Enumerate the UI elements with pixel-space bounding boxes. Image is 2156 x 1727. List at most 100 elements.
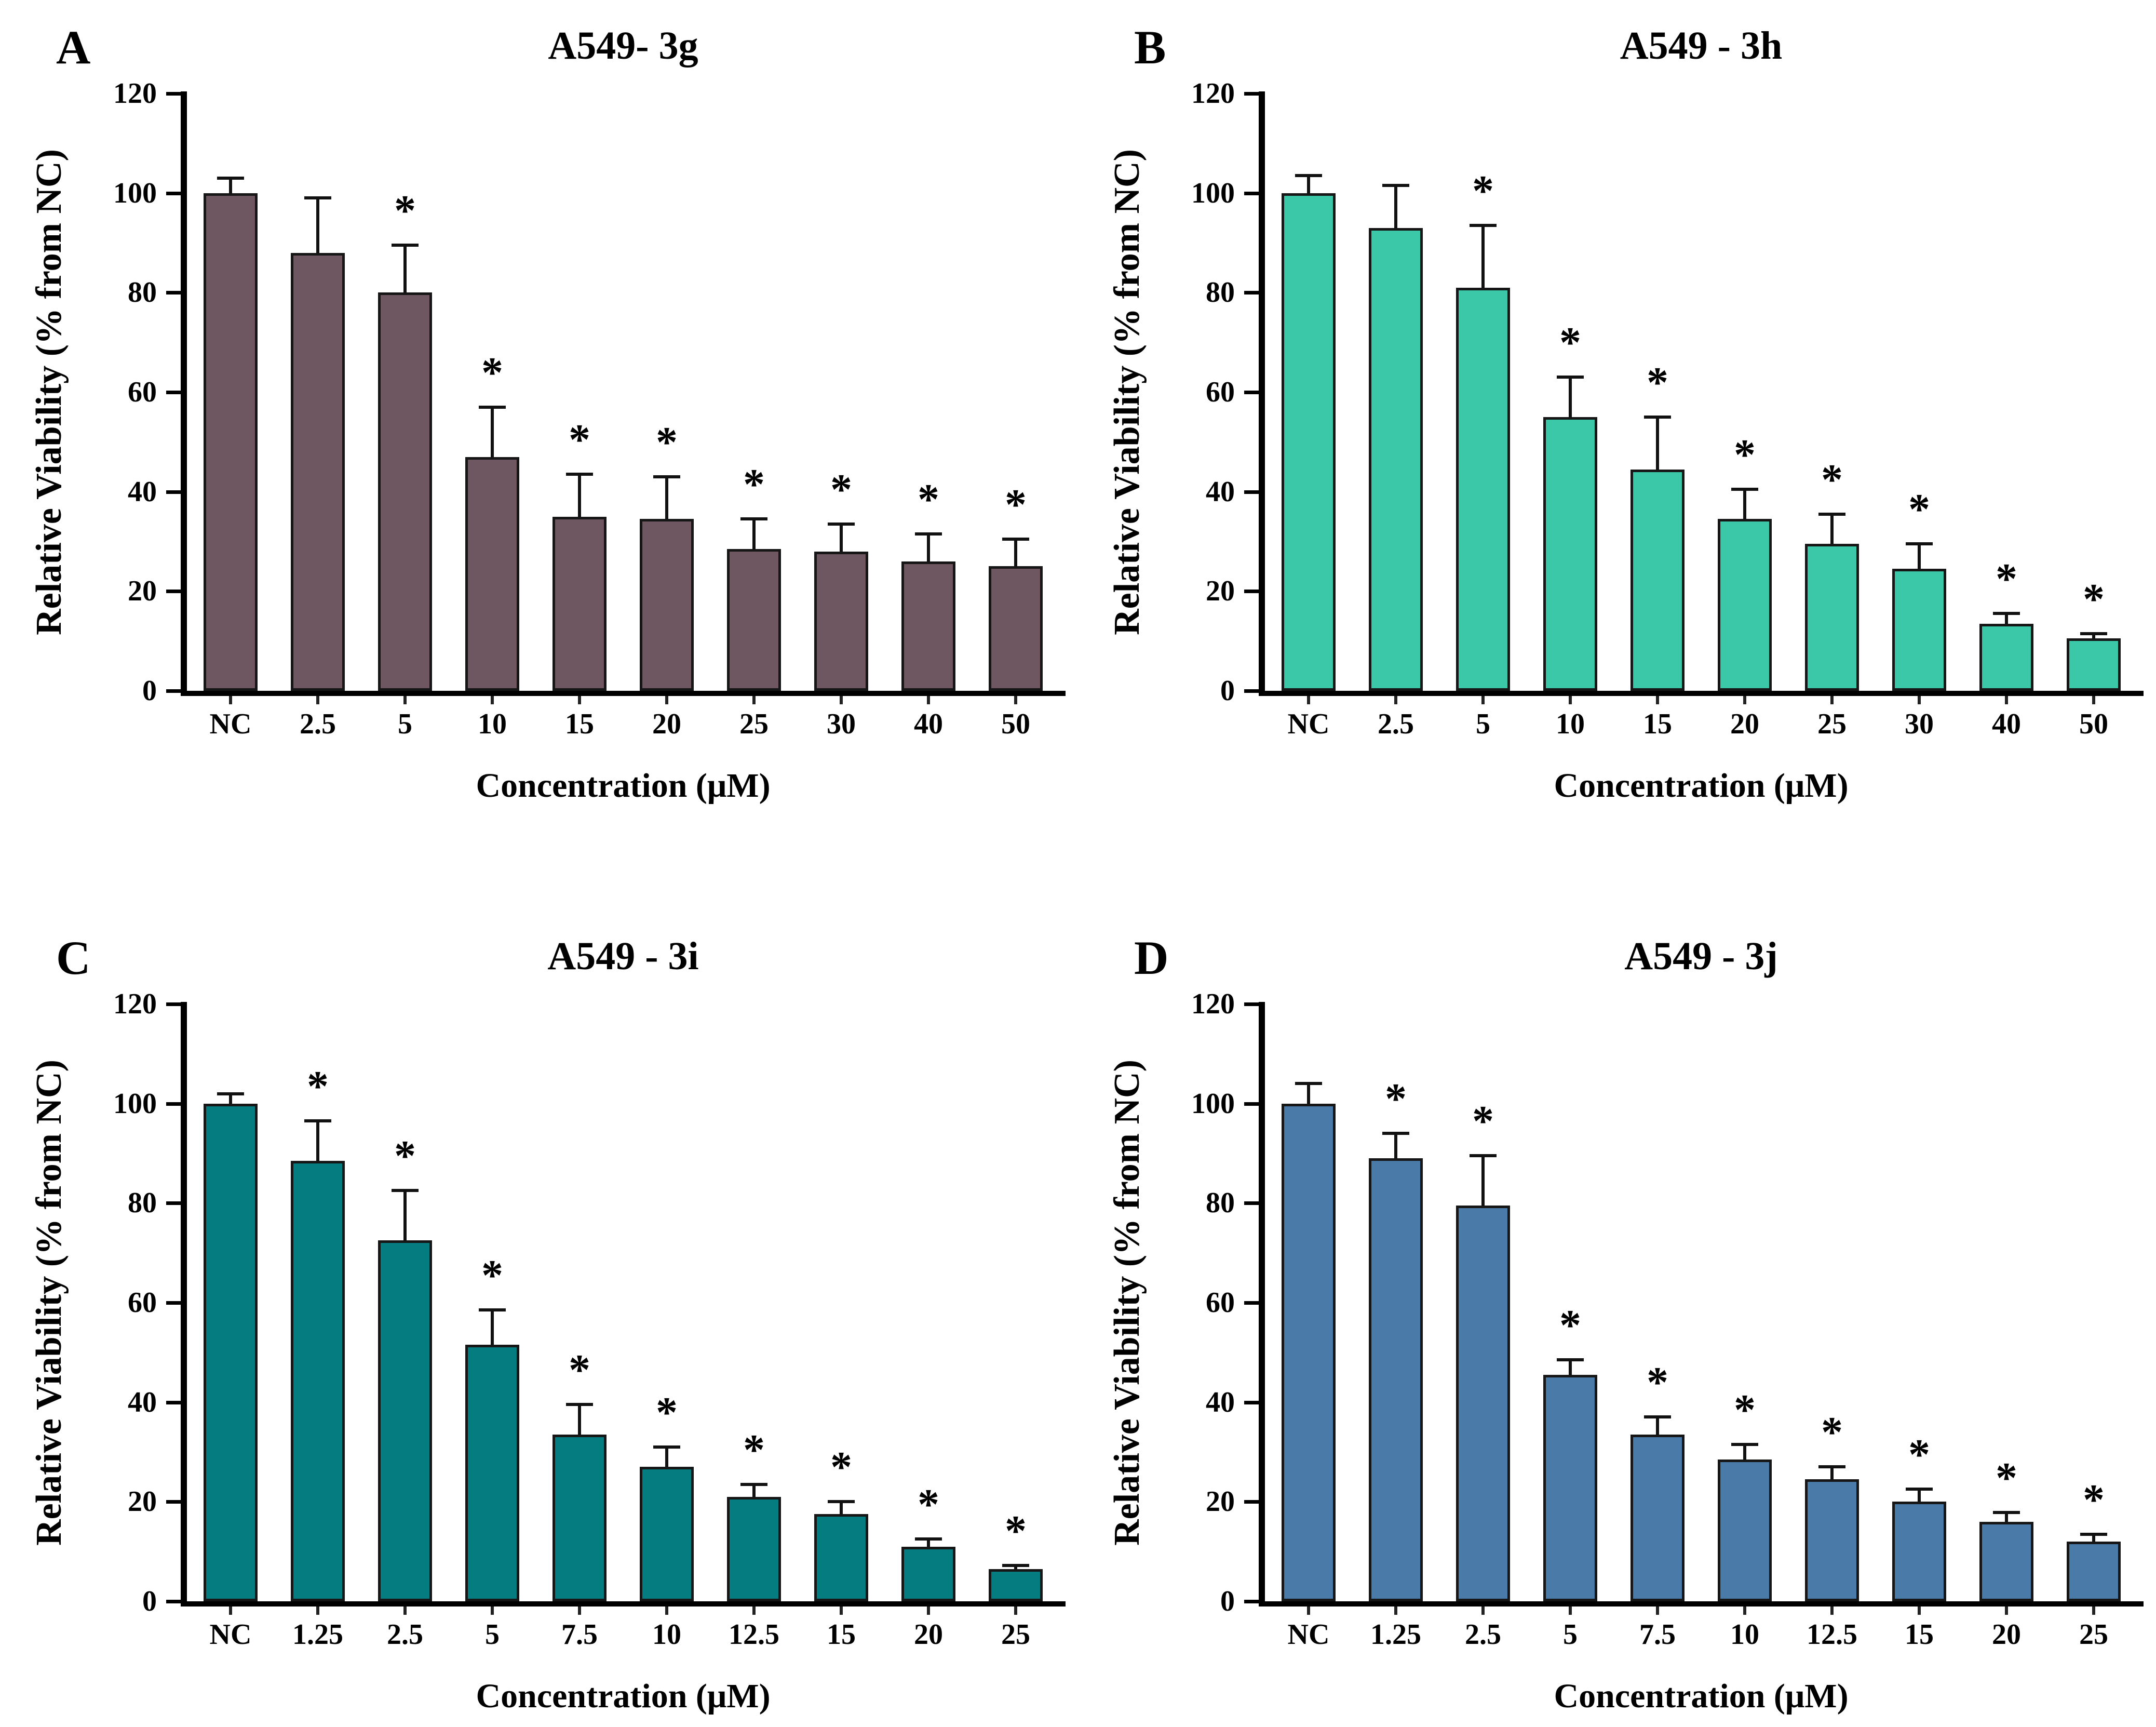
error-bar-line	[2005, 613, 2008, 624]
y-tick-label: 80	[128, 276, 157, 309]
x-tick-label: 1.25	[292, 1618, 343, 1651]
error-bar-cap	[915, 532, 942, 536]
bar	[204, 193, 258, 691]
bar	[1456, 1206, 1510, 1601]
bar	[378, 1240, 432, 1601]
y-axis-line	[1259, 1002, 1265, 1606]
panel-letter: C	[56, 931, 91, 984]
error-bar-line	[2092, 1534, 2095, 1542]
x-axis-tick	[1394, 1606, 1397, 1615]
y-axis-tick	[166, 1201, 181, 1206]
error-bar-cap	[740, 517, 767, 521]
y-axis-tick	[166, 291, 181, 295]
x-tick-label: 5	[398, 708, 412, 740]
significance-asterisk: *	[481, 1251, 503, 1300]
bar	[2067, 638, 2121, 691]
bar	[1892, 569, 1946, 691]
error-bar-line	[1918, 1489, 1921, 1502]
y-tick-label: 100	[1191, 177, 1235, 209]
chart-title: A549 - 3j	[1624, 934, 1778, 978]
error-bar-cap	[740, 1482, 767, 1486]
x-axis-tick	[1830, 1606, 1834, 1615]
bar	[1369, 227, 1423, 691]
y-axis-tick	[166, 590, 181, 594]
significance-asterisk: *	[481, 348, 503, 397]
y-tick-label: 40	[1206, 1386, 1235, 1418]
x-axis-tick	[840, 696, 843, 704]
bar	[1631, 469, 1685, 691]
y-tick-label: 80	[128, 1187, 157, 1220]
error-bar-cap	[828, 522, 855, 526]
x-tick-label: 5	[1563, 1618, 1578, 1651]
error-bar-cap	[1295, 174, 1322, 178]
bar	[1805, 544, 1859, 691]
significance-asterisk: *	[1821, 1408, 1843, 1457]
y-tick-label: 40	[1206, 475, 1235, 508]
x-axis-line	[1259, 1601, 2144, 1606]
x-axis-tick	[1569, 1606, 1572, 1615]
error-bar-cap	[392, 1189, 419, 1193]
x-tick-label: 2.5	[387, 1618, 423, 1651]
y-axis-tick	[1244, 490, 1259, 494]
x-axis-tick	[1918, 696, 1921, 704]
x-tick-label: 7.5	[561, 1618, 598, 1651]
y-tick-label: 0	[142, 675, 157, 707]
x-axis-tick	[2092, 1606, 2095, 1615]
x-tick-label: NC	[1287, 708, 1330, 740]
significance-asterisk: *	[394, 186, 416, 235]
error-bar-line	[752, 1484, 756, 1497]
y-axis-tick	[1244, 689, 1259, 693]
x-tick-label: 10	[1556, 708, 1585, 740]
error-bar-line	[665, 1447, 668, 1467]
significance-asterisk: *	[1005, 480, 1027, 529]
y-axis-tick	[166, 191, 181, 195]
y-axis-tick	[1244, 1400, 1259, 1404]
error-bar-line	[752, 519, 756, 549]
x-axis-tick	[1307, 696, 1310, 704]
error-bar-cap	[304, 196, 331, 200]
x-axis-tick	[403, 696, 407, 704]
bar	[291, 252, 345, 691]
bar	[553, 1434, 607, 1601]
x-tick-label: 25	[2079, 1618, 2108, 1651]
y-tick-label: 60	[128, 376, 157, 408]
error-bar-cap	[1002, 537, 1029, 541]
significance-asterisk: *	[1647, 1358, 1668, 1407]
x-tick-label: NC	[209, 708, 252, 740]
bar	[1892, 1502, 1946, 1601]
y-tick-label: 80	[1206, 276, 1235, 309]
x-tick-label: 50	[1001, 708, 1030, 740]
x-tick-label: 15	[1905, 1618, 1934, 1651]
x-axis-tick	[1656, 696, 1659, 704]
significance-asterisk: *	[1559, 1301, 1581, 1350]
x-tick-label: 50	[2079, 708, 2108, 740]
y-tick-label: 60	[1206, 1287, 1235, 1319]
chart-panel-c: C A549 - 3i Relative Viability (% from NC)…	[0, 864, 1078, 1727]
significance-asterisk: *	[918, 1480, 939, 1529]
error-bar-line	[1394, 1133, 1397, 1159]
error-bar-line	[491, 1310, 494, 1345]
bar	[2067, 1542, 2121, 1601]
chart-title: A549 - 3h	[1620, 24, 1783, 68]
error-bar-line	[578, 1404, 581, 1435]
y-axis-tick	[166, 1301, 181, 1305]
bar	[901, 1546, 955, 1601]
y-axis-tick	[166, 391, 181, 394]
x-tick-label: 40	[914, 708, 943, 740]
y-tick-label: 0	[142, 1585, 157, 1617]
y-axis-tick	[166, 490, 181, 494]
error-bar-line	[1743, 489, 1746, 519]
significance-asterisk: *	[1472, 166, 1494, 215]
x-tick-label: 20	[914, 1618, 943, 1651]
significance-asterisk: *	[656, 1388, 678, 1437]
y-axis-tick	[1244, 1002, 1259, 1006]
error-bar-cap	[1382, 1132, 1409, 1135]
bar	[1718, 519, 1772, 691]
y-axis-tick	[166, 92, 181, 96]
bar	[1282, 193, 1336, 691]
y-tick-label: 100	[113, 177, 157, 209]
significance-asterisk: *	[1908, 1430, 1930, 1479]
x-axis-tick	[1743, 696, 1746, 704]
x-axis-tick	[229, 1606, 232, 1615]
error-bar-cap	[653, 475, 680, 478]
